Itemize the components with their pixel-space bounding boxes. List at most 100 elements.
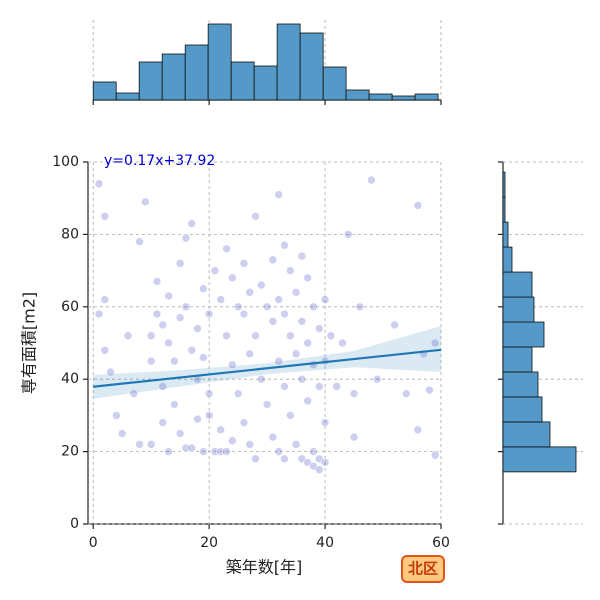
point — [401, 389, 411, 398]
point — [390, 320, 399, 330]
point — [291, 440, 301, 449]
point — [297, 251, 307, 261]
badge-label: 北区 — [408, 560, 438, 578]
point — [320, 418, 330, 427]
point — [152, 277, 162, 286]
top-hist-bar — [115, 92, 140, 101]
point — [233, 302, 243, 312]
point — [338, 338, 347, 348]
y-tick-label: 40 — [61, 371, 79, 387]
point — [430, 450, 440, 460]
point — [349, 432, 359, 442]
point — [146, 440, 156, 449]
top-hist-bar — [161, 53, 186, 101]
point — [210, 266, 220, 275]
point — [320, 458, 330, 467]
point — [199, 447, 208, 456]
point — [239, 418, 249, 427]
point — [274, 295, 284, 304]
point — [239, 259, 249, 268]
point — [372, 374, 382, 384]
point — [112, 411, 121, 420]
point — [251, 331, 260, 341]
point — [303, 273, 312, 283]
point — [199, 353, 208, 362]
point — [158, 382, 168, 391]
point — [199, 284, 208, 294]
point — [314, 324, 324, 333]
right-hist-bar — [502, 246, 513, 273]
point — [274, 447, 284, 456]
point — [268, 316, 278, 326]
point — [280, 240, 289, 250]
top-hist-bar — [184, 44, 209, 101]
point — [297, 316, 307, 326]
point — [181, 302, 191, 312]
x-axis-label: 築年数[年] — [226, 558, 303, 577]
point — [100, 295, 110, 304]
right-hist-bar — [502, 221, 509, 248]
right-hist-bar — [502, 371, 539, 398]
point — [413, 425, 423, 435]
right-hist-bar — [502, 446, 577, 473]
y-axis-label: 専有面積[m2] — [20, 292, 39, 394]
top-hist-bar — [345, 89, 370, 101]
point — [170, 400, 179, 409]
point — [158, 418, 168, 427]
point — [285, 411, 295, 420]
point — [216, 425, 226, 435]
x-tick-label: 20 — [200, 535, 218, 551]
top-hist-bar — [368, 93, 393, 101]
x-tick-label: 40 — [316, 535, 334, 551]
point — [251, 212, 260, 221]
top-hist-bar — [230, 61, 255, 101]
top-hist-bar — [299, 32, 324, 101]
point — [164, 338, 173, 348]
point — [164, 447, 173, 456]
point — [309, 302, 318, 312]
point — [141, 197, 150, 207]
point — [314, 465, 324, 475]
point — [303, 338, 312, 348]
regression-line — [93, 348, 442, 388]
point — [245, 288, 255, 297]
point — [257, 374, 266, 384]
point — [158, 320, 168, 330]
right-hist-bar — [502, 321, 545, 348]
point — [129, 389, 139, 398]
point — [425, 385, 434, 395]
point — [309, 447, 318, 456]
point — [239, 309, 249, 319]
point — [100, 212, 110, 221]
point — [280, 454, 289, 464]
point — [164, 291, 173, 301]
point — [170, 356, 179, 366]
point — [268, 432, 278, 442]
point — [187, 345, 197, 355]
badge-box — [401, 555, 445, 583]
point — [314, 382, 324, 391]
top-hist-bar — [276, 23, 301, 101]
point — [193, 324, 202, 333]
point — [262, 302, 272, 312]
right-hist-bar — [502, 421, 551, 448]
point — [233, 389, 243, 398]
right-hist-bar — [502, 396, 543, 423]
right-hist-bar — [502, 196, 506, 223]
point — [262, 400, 272, 409]
y-tick-label: 20 — [61, 444, 79, 460]
point — [332, 382, 341, 391]
point — [251, 454, 260, 464]
point — [146, 356, 156, 366]
point — [274, 190, 284, 199]
point — [320, 295, 330, 304]
point — [187, 219, 197, 228]
top-hist-bar — [253, 65, 278, 101]
x-tick-label: 60 — [432, 535, 450, 551]
top-hist-bar — [92, 81, 117, 101]
right-hist-bar — [502, 171, 506, 198]
point — [274, 356, 284, 366]
point — [204, 309, 214, 319]
point — [181, 233, 191, 243]
